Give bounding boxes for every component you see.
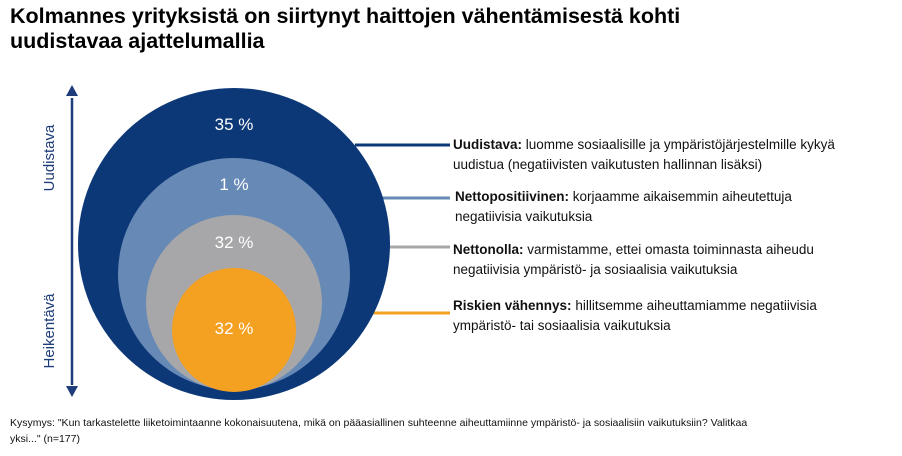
- legend-item-nettonolla: Nettonolla: varmistamme, ettei omasta to…: [453, 240, 814, 280]
- axis-label-top: Uudistava: [41, 124, 58, 191]
- value-label-nettopositiivinen: 1 %: [219, 175, 248, 194]
- chart-title-line-1: Kolmannes yrityksistä on siirtynyt haitt…: [10, 4, 681, 28]
- axis-arrow-down-icon: [66, 386, 78, 397]
- chart-title: Kolmannes yrityksistä on siirtynyt haitt…: [10, 4, 890, 54]
- footnote-line-2: yksi..." (n=177): [10, 433, 80, 445]
- legend-item-uudistava: Uudistava: luomme sosiaalisille ja ympär…: [453, 135, 835, 175]
- footnote: Kysymys: "Kun tarkastelette liiketoimint…: [10, 415, 890, 447]
- legend-desc-riskien-vahennys-1: hillitsemme aiheuttamiamme negatiivisia: [575, 298, 817, 313]
- value-label-riskien-vahennys: 32 %: [215, 319, 254, 338]
- legend-desc-nettonolla-1: varmistamme, ettei omasta toiminnasta ai…: [527, 242, 814, 257]
- chart-title-line-2: uudistavaa ajattelumallia: [10, 29, 265, 53]
- axis-label-bottom: Heikentävä: [41, 293, 58, 369]
- legend-desc-nettonolla-2: negatiivisia ympäristö- ja sosiaalisia v…: [453, 262, 738, 277]
- value-label-uudistava: 35 %: [215, 115, 254, 134]
- legend-desc-nettopositiivinen-2: negatiivisia vaikutuksia: [455, 209, 593, 224]
- legend-term-uudistava: Uudistava:: [453, 137, 523, 152]
- legend-term-nettonolla: Nettonolla:: [453, 242, 524, 257]
- legend-desc-riskien-vahennys-2: ympäristö- tai sosiaalisia vaikutuksia: [453, 318, 671, 333]
- legend-item-riskien-vahennys: Riskien vähennys: hillitsemme aiheuttami…: [453, 296, 817, 336]
- legend-term-riskien-vahennys: Riskien vähennys:: [453, 298, 572, 313]
- value-label-nettonolla: 32 %: [215, 233, 254, 252]
- legend-desc-nettopositiivinen-1: korjaamme aikaisemmin aiheutettuja: [572, 189, 792, 204]
- axis-arrow-up-icon: [66, 85, 78, 96]
- legend-item-nettopositiivinen: Nettopositiivinen: korjaamme aikaisemmin…: [455, 187, 792, 227]
- legend-desc-uudistava-1: luomme sosiaalisille ja ympäristöjärjest…: [525, 137, 835, 152]
- footnote-line-1: Kysymys: "Kun tarkastelette liiketoimint…: [10, 417, 748, 429]
- legend-term-nettopositiivinen: Nettopositiivinen:: [455, 189, 569, 204]
- circle-riskien-vahennys: [172, 268, 296, 392]
- legend-desc-uudistava-2: uudistua (negatiivisten vaikutusten hall…: [453, 157, 763, 172]
